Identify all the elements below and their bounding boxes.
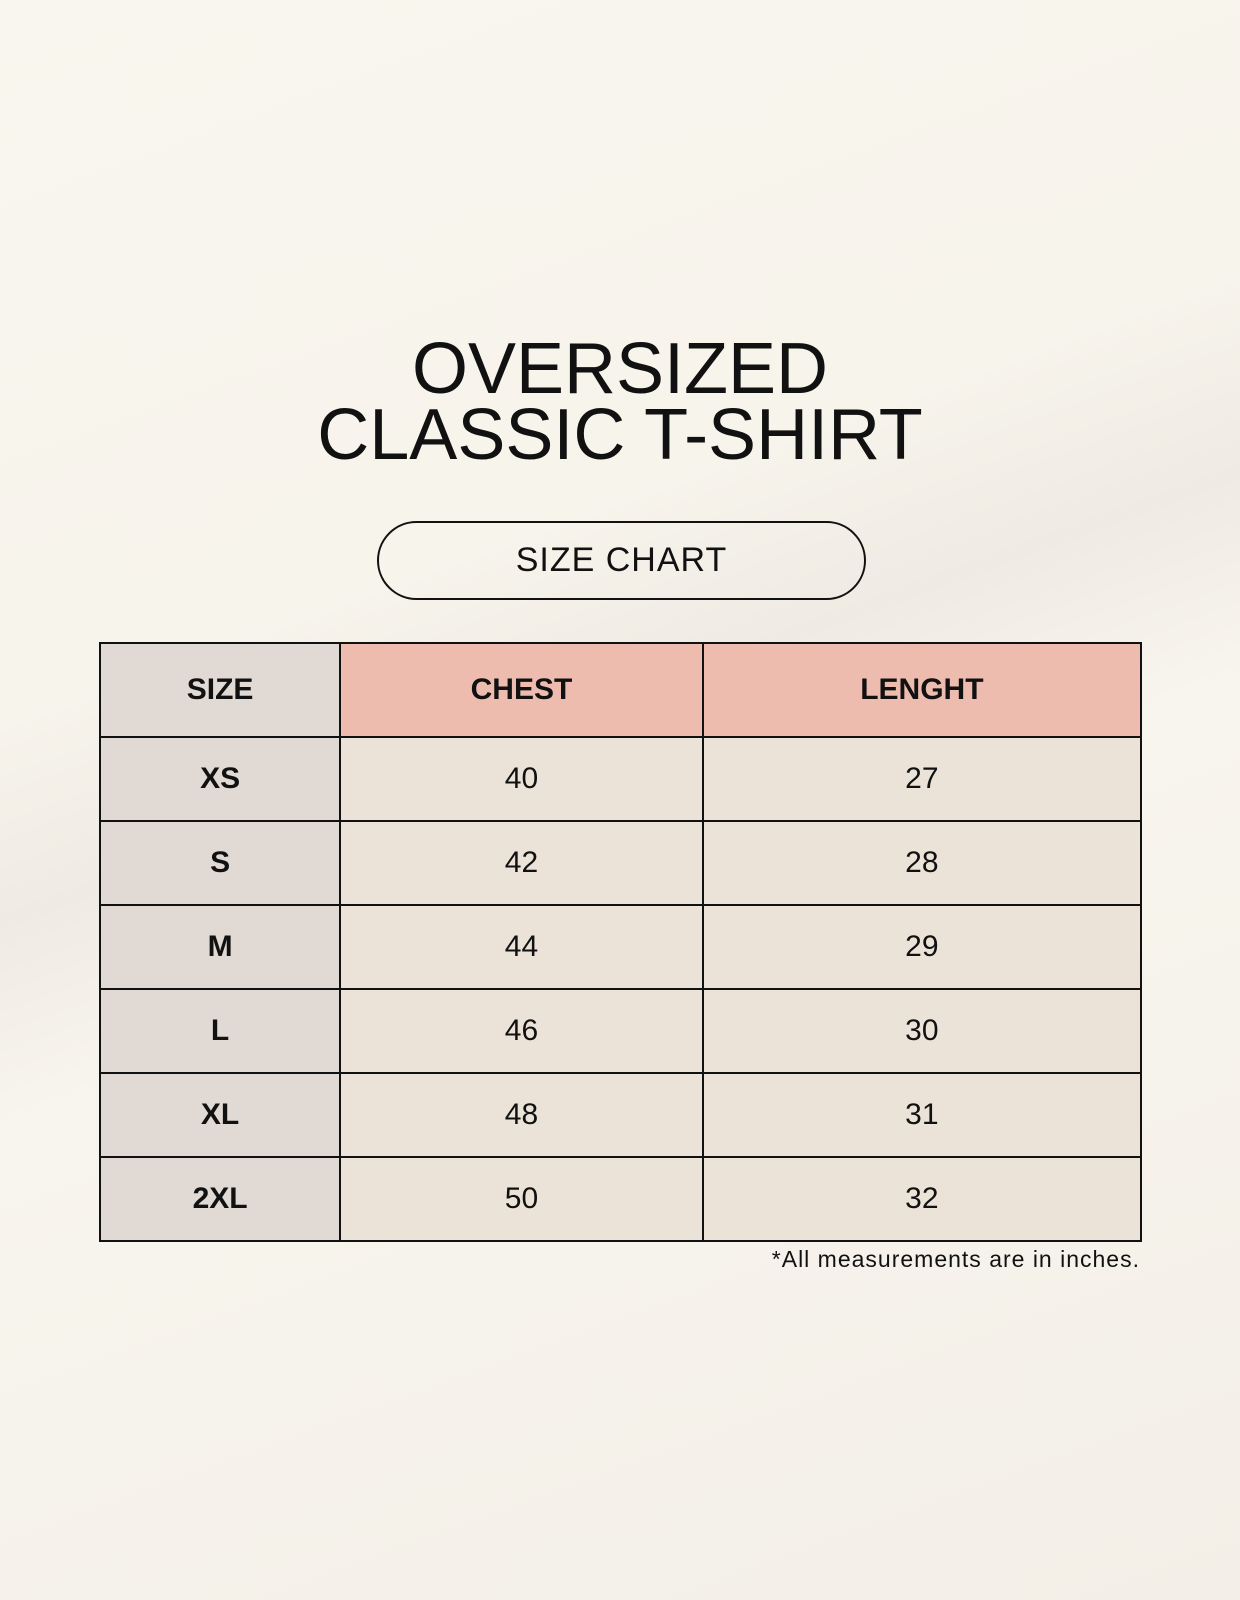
size-chart-badge: SIZE CHART (377, 521, 866, 600)
table-row: XS 40 27 (98, 736, 1143, 822)
title-line-2: CLASSIC T-SHIRT (317, 395, 923, 475)
cell-length: 30 (701, 988, 1143, 1074)
header-length: LENGHT (701, 642, 1143, 738)
cell-size: 2XL (98, 1156, 342, 1242)
table-row: S 42 28 (98, 820, 1143, 906)
footnote: *All measurements are in inches. (771, 1246, 1140, 1272)
cell-chest: 50 (339, 1156, 704, 1242)
table-row: M 44 29 (98, 904, 1143, 990)
cell-chest: 40 (339, 736, 704, 822)
table-header-row: SIZE CHEST LENGHT (98, 642, 1143, 738)
cell-chest: 42 (339, 820, 704, 906)
cell-chest: 48 (339, 1072, 704, 1158)
cell-length: 31 (701, 1072, 1143, 1158)
cell-length: 27 (701, 736, 1143, 822)
cell-chest: 44 (339, 904, 704, 990)
table-row: 2XL 50 32 (98, 1156, 1143, 1242)
cell-length: 29 (701, 904, 1143, 990)
size-table: SIZE CHEST LENGHT XS 40 27 S 42 28 M 44 29 L 46 30 X… (98, 642, 1143, 1242)
header-chest: CHEST (339, 642, 704, 738)
cell-size: S (98, 820, 342, 906)
cell-length: 28 (701, 820, 1143, 906)
table-row: L 46 30 (98, 988, 1143, 1074)
cell-chest: 46 (339, 988, 704, 1074)
title-line-1: OVERSIZED (411, 329, 829, 409)
cell-size: L (98, 988, 342, 1074)
table-row: XL 48 31 (98, 1072, 1143, 1158)
cell-size: XL (98, 1072, 342, 1158)
cell-length: 32 (701, 1156, 1143, 1242)
cell-size: XS (98, 736, 342, 822)
cell-size: M (98, 904, 342, 990)
page-title: OVERSIZED CLASSIC T-SHIRT (0, 329, 1240, 475)
header-size: SIZE (98, 642, 342, 738)
